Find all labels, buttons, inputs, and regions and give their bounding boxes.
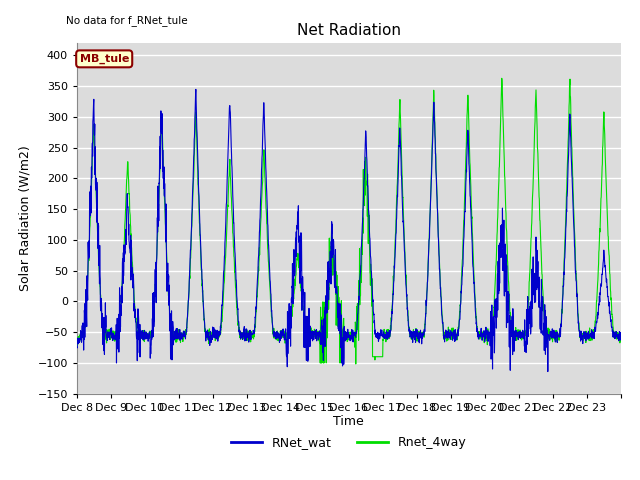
Rnet_4way xyxy=(617,338,625,344)
Rnet_4way xyxy=(381,330,389,336)
RNet_wat xyxy=(544,369,552,374)
RNet_wat xyxy=(543,336,551,341)
Line: Rnet_4way: Rnet_4way xyxy=(77,78,621,364)
RNet_wat xyxy=(513,334,520,339)
Rnet_4way xyxy=(498,75,506,81)
Legend: RNet_wat, Rnet_4way: RNet_wat, Rnet_4way xyxy=(226,431,472,454)
Rnet_4way xyxy=(352,361,360,367)
Rnet_4way xyxy=(73,343,81,348)
Rnet_4way xyxy=(513,332,521,337)
Title: Net Radiation: Net Radiation xyxy=(297,23,401,38)
RNet_wat xyxy=(245,339,253,345)
X-axis label: Time: Time xyxy=(333,415,364,429)
Rnet_4way xyxy=(544,332,552,338)
Text: MB_tule: MB_tule xyxy=(79,54,129,64)
RNet_wat xyxy=(617,334,625,340)
RNet_wat xyxy=(127,238,135,243)
RNet_wat xyxy=(381,334,389,339)
Line: RNet_wat: RNet_wat xyxy=(77,89,621,372)
RNet_wat xyxy=(610,328,618,334)
Text: No data for f_RNet_tule: No data for f_RNet_tule xyxy=(66,15,188,26)
Rnet_4way xyxy=(244,334,252,339)
Rnet_4way xyxy=(127,231,135,237)
Rnet_4way xyxy=(610,330,618,336)
RNet_wat xyxy=(73,344,81,350)
RNet_wat xyxy=(192,86,200,92)
Y-axis label: Solar Radiation (W/m2): Solar Radiation (W/m2) xyxy=(19,145,32,291)
